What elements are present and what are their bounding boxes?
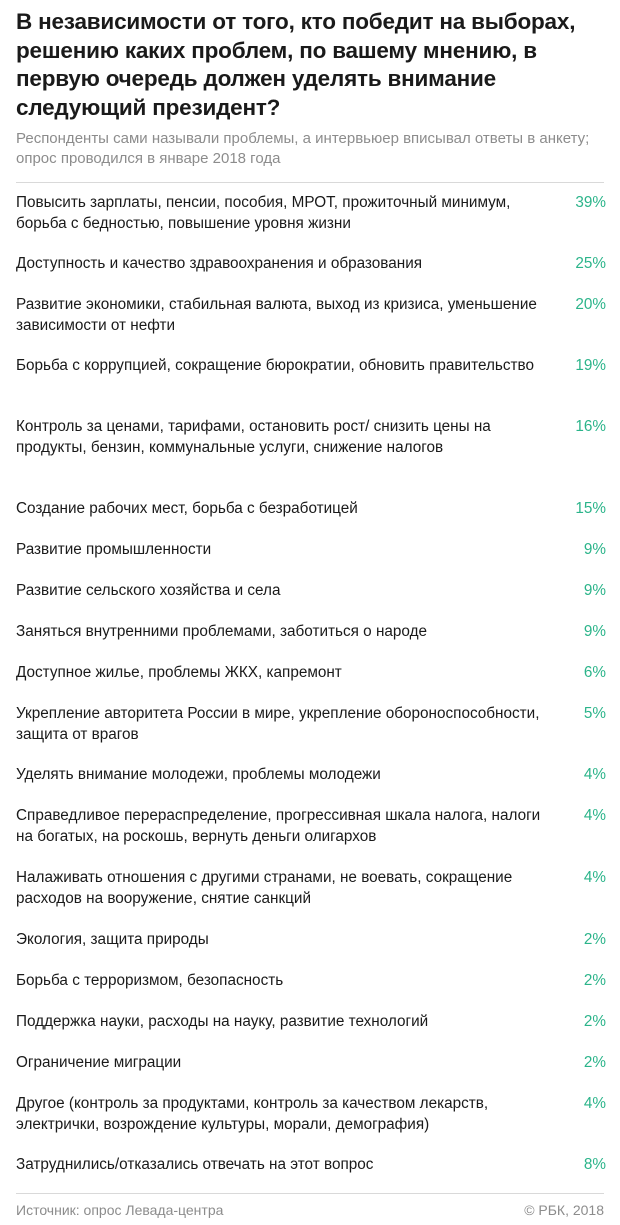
answer-label: Доступность и качество здравоохранения и… xyxy=(16,255,423,272)
answer-label: Уделять внимание молодежи, проблемы моло… xyxy=(16,766,381,783)
answer-label: Другое (контроль за продуктами, контроль… xyxy=(16,1095,489,1133)
answer-label: Борьба с терроризмом, безопасность xyxy=(16,972,284,989)
top-divider xyxy=(16,182,604,183)
answer-value: 6% xyxy=(583,664,606,681)
answer-label: Борьба с коррупцией, сокращение бюрократ… xyxy=(16,357,534,374)
answer-label: Создание рабочих мест, борьба с безработ… xyxy=(16,500,358,517)
answer-value: 5% xyxy=(583,705,606,722)
answer-value: 4% xyxy=(583,766,606,783)
answer-value: 15% xyxy=(575,500,606,517)
source-note: Источник: опрос Левада-центра xyxy=(16,1202,224,1218)
answer-value: 2% xyxy=(583,931,606,948)
answer-label: Развитие экономики, стабильная валюта, в… xyxy=(16,296,537,334)
answer-label: Ограничение миграции xyxy=(16,1054,182,1071)
answer-label: Контроль за ценами, тарифами, остановить… xyxy=(16,418,491,456)
answer-label: Повысить зарплаты, пенсии, пособия, МРОТ… xyxy=(16,194,511,232)
answer-value: 9% xyxy=(583,582,606,599)
answer-label: Развитие сельского хозяйства и села xyxy=(16,582,281,599)
answer-label: Доступное жилье, проблемы ЖКХ, капремонт xyxy=(16,664,342,681)
answer-value: 4% xyxy=(583,869,606,886)
answer-value: 39% xyxy=(575,194,606,211)
answer-value: 16% xyxy=(575,418,606,435)
answer-value: 20% xyxy=(575,296,606,313)
answer-value: 19% xyxy=(575,357,606,374)
answer-value: 2% xyxy=(583,1013,606,1030)
answer-value: 2% xyxy=(583,1054,606,1071)
bottom-divider xyxy=(16,1193,604,1194)
answer-label: Развитие промышленности xyxy=(16,541,212,558)
chart-subtitle: Респонденты сами называли проблемы, а ин… xyxy=(16,130,590,167)
answer-label: Укрепление авторитета России в мире, укр… xyxy=(16,705,540,743)
answer-value: 9% xyxy=(583,541,606,558)
answer-value: 2% xyxy=(583,972,606,989)
answer-value: 8% xyxy=(583,1156,606,1173)
answer-label: Затруднились/отказались отвечать на этот… xyxy=(16,1156,374,1173)
answer-value: 9% xyxy=(583,623,606,640)
answer-label: Экология, защита природы xyxy=(16,931,209,948)
answer-label: Поддержка науки, расходы на науку, разви… xyxy=(16,1013,429,1030)
copyright-note: © РБК, 2018 xyxy=(524,1202,604,1218)
answer-label: Справедливое перераспределение, прогресс… xyxy=(16,807,541,845)
answer-value: 4% xyxy=(583,807,606,824)
chart-title: В независимости от того, кто победит на … xyxy=(16,9,576,120)
answer-value: 4% xyxy=(583,1095,606,1112)
answer-label: Заняться внутренними проблемами, заботит… xyxy=(16,623,428,640)
answer-label: Налаживать отношения с другими странами,… xyxy=(16,869,513,907)
answer-value: 25% xyxy=(575,255,606,272)
